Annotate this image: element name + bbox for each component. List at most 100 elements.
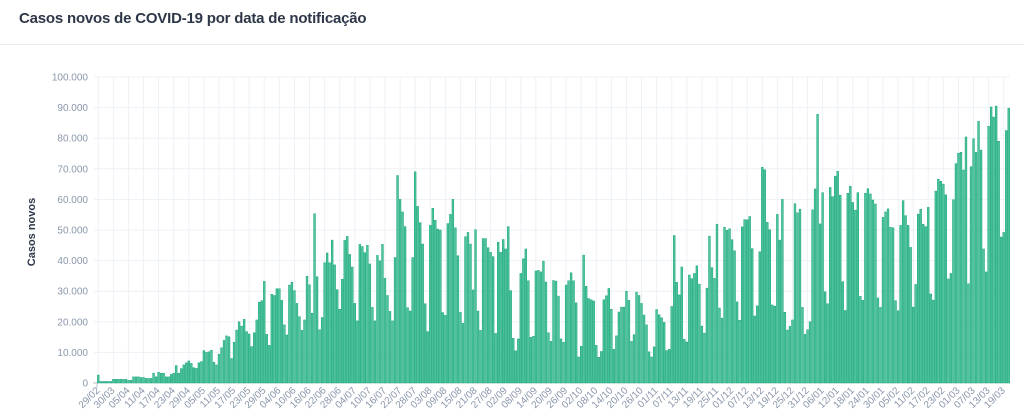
bar[interactable] bbox=[982, 248, 985, 384]
bar[interactable] bbox=[134, 376, 138, 384]
bar[interactable] bbox=[587, 298, 590, 384]
bar[interactable] bbox=[315, 276, 319, 384]
bar[interactable] bbox=[625, 290, 628, 384]
bar[interactable] bbox=[190, 363, 193, 384]
bar[interactable] bbox=[592, 300, 595, 384]
bar[interactable] bbox=[675, 282, 678, 384]
bar[interactable] bbox=[426, 331, 429, 384]
bar[interactable] bbox=[708, 235, 711, 384]
bar[interactable] bbox=[947, 278, 950, 384]
bar[interactable] bbox=[107, 381, 110, 384]
bar[interactable] bbox=[776, 214, 779, 384]
bar[interactable] bbox=[846, 193, 849, 384]
bar[interactable] bbox=[876, 297, 880, 384]
bar[interactable] bbox=[270, 294, 273, 384]
bar[interactable] bbox=[899, 225, 902, 384]
bar[interactable] bbox=[974, 152, 978, 384]
bar[interactable] bbox=[391, 320, 394, 384]
bar[interactable] bbox=[657, 314, 661, 384]
bar[interactable] bbox=[351, 266, 354, 384]
bar[interactable] bbox=[771, 304, 774, 384]
bar[interactable] bbox=[635, 291, 638, 384]
bar[interactable] bbox=[622, 306, 626, 384]
bar[interactable] bbox=[952, 199, 955, 384]
bar[interactable] bbox=[451, 199, 455, 384]
bar[interactable] bbox=[419, 222, 422, 384]
bar[interactable] bbox=[602, 299, 605, 384]
bar[interactable] bbox=[929, 293, 932, 384]
bar[interactable] bbox=[864, 193, 867, 384]
bar[interactable] bbox=[906, 225, 910, 384]
bar[interactable] bbox=[904, 215, 907, 384]
bar[interactable] bbox=[808, 321, 812, 384]
bar[interactable] bbox=[217, 353, 221, 384]
bar[interactable] bbox=[139, 377, 143, 384]
bar[interactable] bbox=[640, 303, 643, 384]
bar[interactable] bbox=[363, 252, 367, 384]
bar[interactable] bbox=[341, 279, 344, 384]
bar[interactable] bbox=[456, 255, 460, 384]
bar[interactable] bbox=[997, 141, 1000, 384]
bar[interactable] bbox=[710, 267, 714, 384]
bar[interactable] bbox=[491, 256, 495, 384]
bar[interactable] bbox=[253, 332, 256, 384]
bar[interactable] bbox=[323, 262, 326, 384]
bar[interactable] bbox=[318, 329, 321, 384]
bar[interactable] bbox=[406, 307, 409, 384]
bar[interactable] bbox=[479, 330, 482, 384]
bar[interactable] bbox=[313, 213, 316, 384]
bar[interactable] bbox=[801, 307, 804, 384]
bar[interactable] bbox=[688, 274, 691, 384]
bar[interactable] bbox=[192, 367, 195, 384]
bar[interactable] bbox=[461, 323, 465, 384]
bar[interactable] bbox=[356, 320, 359, 384]
bar[interactable] bbox=[398, 199, 402, 384]
bar[interactable] bbox=[187, 360, 190, 384]
bar[interactable] bbox=[942, 183, 945, 384]
bar[interactable] bbox=[366, 245, 369, 384]
bar[interactable] bbox=[509, 290, 512, 384]
bar[interactable] bbox=[753, 315, 756, 384]
bar[interactable] bbox=[874, 203, 877, 384]
bar[interactable] bbox=[293, 290, 296, 384]
bar[interactable] bbox=[275, 288, 278, 384]
bar[interactable] bbox=[142, 377, 145, 384]
bar[interactable] bbox=[172, 372, 175, 384]
bar[interactable] bbox=[582, 254, 585, 384]
bar[interactable] bbox=[937, 178, 940, 384]
bar[interactable] bbox=[182, 364, 185, 384]
bar[interactable] bbox=[446, 223, 450, 384]
bar[interactable] bbox=[333, 264, 336, 384]
bar[interactable] bbox=[987, 126, 990, 384]
bar[interactable] bbox=[484, 238, 487, 384]
bar[interactable] bbox=[175, 365, 178, 384]
bar[interactable] bbox=[532, 335, 535, 384]
bar[interactable] bbox=[984, 271, 988, 384]
bar[interactable] bbox=[871, 199, 875, 384]
bar[interactable] bbox=[346, 236, 349, 384]
bar[interactable] bbox=[476, 310, 480, 384]
bar[interactable] bbox=[124, 379, 128, 384]
bar[interactable] bbox=[756, 305, 759, 384]
bar[interactable] bbox=[361, 246, 364, 384]
bar[interactable] bbox=[499, 252, 502, 384]
bar[interactable] bbox=[167, 376, 170, 384]
bar[interactable] bbox=[612, 349, 616, 384]
bar[interactable] bbox=[320, 317, 324, 384]
bar[interactable] bbox=[325, 252, 329, 384]
bar[interactable] bbox=[564, 284, 568, 384]
bar[interactable] bbox=[597, 357, 600, 384]
bar[interactable] bbox=[818, 223, 822, 384]
bar[interactable] bbox=[162, 372, 165, 384]
bar[interactable] bbox=[806, 329, 809, 384]
bar[interactable] bbox=[788, 326, 792, 384]
bar[interactable] bbox=[989, 106, 993, 384]
bar[interactable] bbox=[99, 381, 102, 384]
bar[interactable] bbox=[242, 319, 246, 384]
bar[interactable] bbox=[197, 362, 201, 384]
bar[interactable] bbox=[954, 163, 958, 384]
bar[interactable] bbox=[703, 332, 706, 384]
bar[interactable] bbox=[502, 239, 505, 384]
bar[interactable] bbox=[343, 240, 346, 384]
bar[interactable] bbox=[896, 310, 900, 384]
